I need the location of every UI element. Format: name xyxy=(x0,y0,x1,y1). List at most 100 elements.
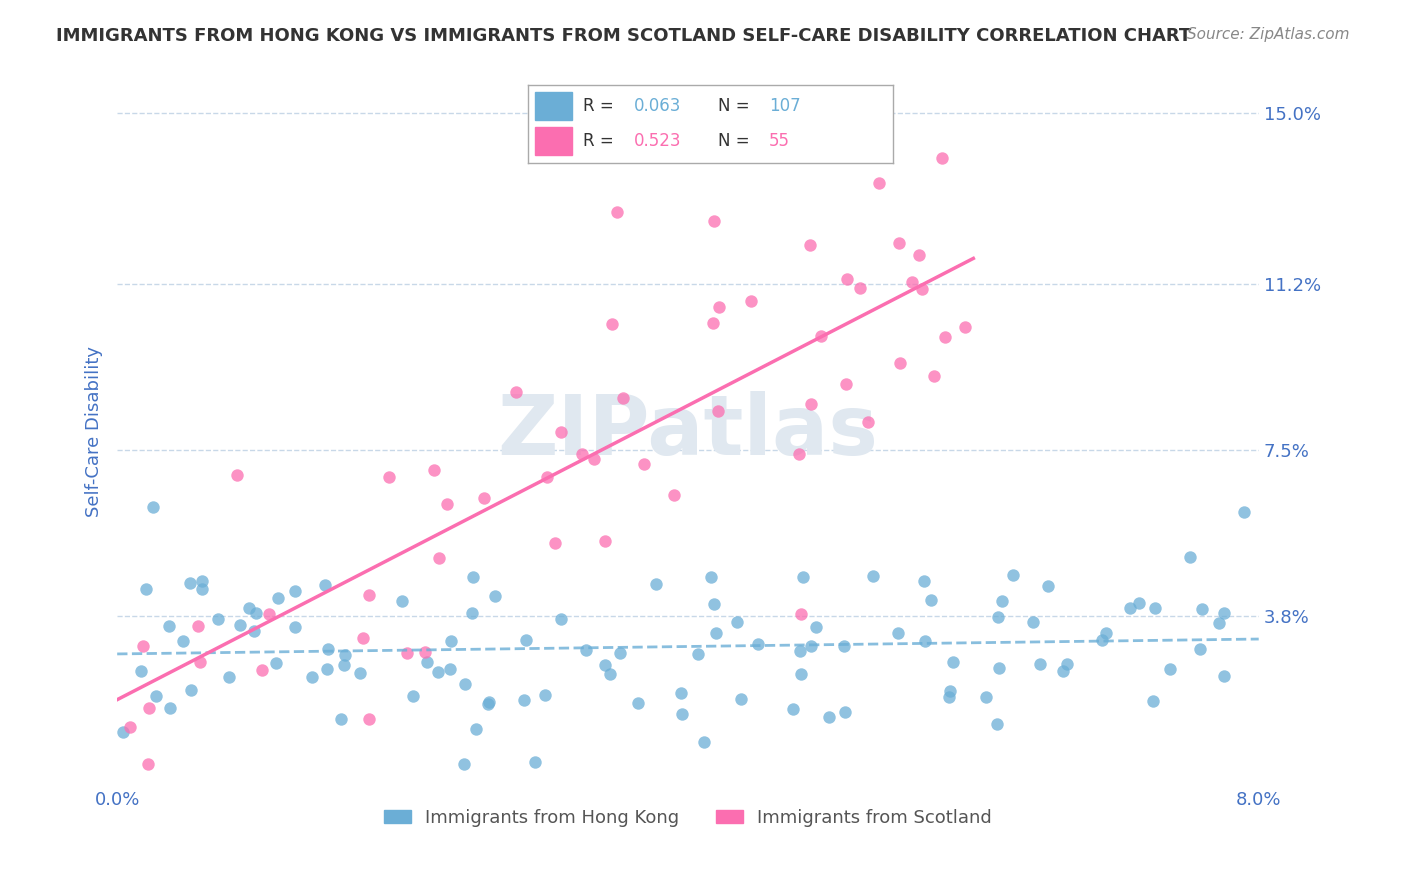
Point xyxy=(252,663,274,677)
Point xyxy=(707,300,730,314)
Point xyxy=(190,655,212,669)
Point xyxy=(524,755,547,769)
Point xyxy=(1095,625,1118,640)
Point xyxy=(1233,505,1256,519)
Point xyxy=(782,702,804,716)
Point xyxy=(465,722,488,736)
Point xyxy=(817,709,839,723)
Point xyxy=(284,620,307,634)
Point xyxy=(599,666,621,681)
Point xyxy=(911,282,934,296)
Point xyxy=(377,470,399,484)
Point xyxy=(454,677,477,691)
Point xyxy=(159,701,181,715)
Point xyxy=(1213,669,1236,683)
Point xyxy=(907,248,929,262)
Point xyxy=(934,329,956,343)
Point xyxy=(112,725,135,739)
Point xyxy=(314,578,336,592)
Point xyxy=(267,591,290,605)
Point xyxy=(187,619,209,633)
Point xyxy=(986,717,1008,731)
Point xyxy=(1159,662,1181,676)
Point xyxy=(789,667,811,681)
Point xyxy=(725,615,748,629)
Point xyxy=(550,612,572,626)
Point xyxy=(359,712,381,726)
Point xyxy=(922,369,945,384)
Point xyxy=(1178,550,1201,565)
Point xyxy=(180,682,202,697)
Point xyxy=(700,570,723,584)
Point xyxy=(461,607,484,621)
Point xyxy=(593,534,616,549)
Point xyxy=(939,684,962,698)
Point xyxy=(834,705,856,719)
Point xyxy=(1208,616,1230,631)
Point xyxy=(789,644,811,658)
Point xyxy=(229,618,252,632)
Legend: Immigrants from Hong Kong, Immigrants from Scotland: Immigrants from Hong Kong, Immigrants fr… xyxy=(377,802,1000,834)
Point xyxy=(1128,596,1150,610)
Point xyxy=(571,447,593,461)
Point xyxy=(1144,601,1167,615)
Text: ZIPatlas: ZIPatlas xyxy=(498,392,879,473)
Point xyxy=(901,275,924,289)
Point xyxy=(787,447,810,461)
Point xyxy=(931,151,953,165)
Point xyxy=(703,598,725,612)
Point xyxy=(987,610,1010,624)
Point xyxy=(1119,601,1142,615)
Point xyxy=(740,293,762,308)
Text: Source: ZipAtlas.com: Source: ZipAtlas.com xyxy=(1187,27,1350,42)
Point xyxy=(974,690,997,705)
Point xyxy=(953,320,976,334)
Point xyxy=(207,612,229,626)
Y-axis label: Self-Care Disability: Self-Care Disability xyxy=(86,346,103,517)
Point xyxy=(142,500,165,515)
Point xyxy=(669,686,692,700)
Point xyxy=(484,589,506,603)
Point xyxy=(593,658,616,673)
Point xyxy=(693,735,716,749)
Point xyxy=(333,648,356,662)
Point xyxy=(868,176,890,190)
Point xyxy=(858,415,880,429)
Point xyxy=(349,666,371,681)
Point xyxy=(515,633,537,648)
Point xyxy=(848,281,870,295)
Point xyxy=(544,535,567,549)
Point xyxy=(804,620,827,634)
Point xyxy=(226,468,249,483)
Point xyxy=(145,690,167,704)
Point xyxy=(747,637,769,651)
Point xyxy=(257,607,280,621)
Point xyxy=(837,271,859,285)
Point xyxy=(1191,602,1213,616)
Text: IMMIGRANTS FROM HONG KONG VS IMMIGRANTS FROM SCOTLAND SELF-CARE DISABILITY CORRE: IMMIGRANTS FROM HONG KONG VS IMMIGRANTS … xyxy=(56,27,1191,45)
Point xyxy=(914,634,936,648)
Point xyxy=(238,601,260,615)
Point xyxy=(792,570,814,584)
Point xyxy=(426,665,449,680)
Point xyxy=(702,316,724,330)
Point xyxy=(533,688,555,702)
Point xyxy=(477,695,499,709)
Point xyxy=(1036,579,1059,593)
Point xyxy=(135,582,157,597)
Point xyxy=(472,491,495,505)
Point xyxy=(686,647,709,661)
Point xyxy=(440,634,463,648)
Point xyxy=(832,639,855,653)
Point xyxy=(357,588,380,602)
Point xyxy=(413,645,436,659)
Point xyxy=(703,214,725,228)
Point xyxy=(889,355,911,369)
Point xyxy=(315,662,337,676)
Point xyxy=(1213,606,1236,620)
Point xyxy=(938,690,960,705)
Point xyxy=(505,385,527,400)
Point xyxy=(179,576,201,591)
Point xyxy=(461,570,484,584)
Point xyxy=(600,318,623,332)
